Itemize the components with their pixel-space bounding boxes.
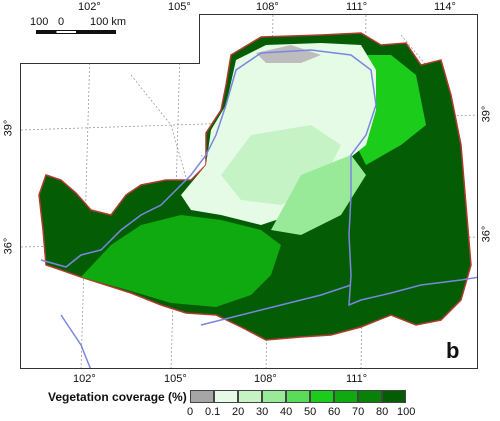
top-tick-108: 108°	[256, 1, 279, 13]
legend-tick-label: 100	[397, 406, 416, 418]
legend-swatch	[238, 390, 262, 403]
medium-coverage-zone	[81, 215, 281, 307]
panel-label: b	[446, 338, 460, 363]
right-tick-36: 36°	[480, 225, 493, 243]
top-tick-114: 114°	[434, 1, 456, 13]
transition-zone	[271, 155, 366, 235]
left-tick-39: 39°	[2, 119, 15, 137]
legend-tick-label: 30	[256, 406, 269, 418]
legend-tick-label: 60	[328, 406, 341, 418]
scale-mid-label: 0	[58, 16, 65, 28]
legend-swatch	[190, 390, 214, 403]
scale-right-label: 100 km	[90, 16, 127, 28]
legend-tick-label: 0.1	[205, 406, 221, 418]
sandy-area	[256, 45, 321, 63]
legend-tick-label: 40	[280, 406, 293, 418]
rivers	[40, 49, 477, 368]
top-tick-105: 105°	[168, 1, 191, 13]
legend-tick-label: 20	[232, 406, 245, 418]
legend-swatch	[334, 390, 358, 403]
legend-swatch	[262, 390, 286, 403]
scale-left-label: 100	[30, 16, 49, 28]
top-tick-111: 111°	[346, 1, 368, 13]
bottom-tick-108: 108°	[254, 373, 277, 385]
right-tick-39: 39°	[480, 105, 493, 123]
bottom-tick-102: 102°	[73, 373, 96, 385]
legend-swatch	[310, 390, 334, 403]
left-tick-36: 36°	[2, 237, 15, 255]
bottom-tick-105: 105°	[164, 373, 187, 385]
legend-swatch	[358, 390, 382, 403]
top-tick-102: 102°	[78, 1, 101, 13]
scale-bar	[36, 30, 116, 34]
legend-tick-label: 50	[304, 406, 317, 418]
vegetation-map	[21, 15, 477, 368]
legend-tick-label: 0	[187, 406, 194, 418]
bottom-tick-111: 111°	[346, 373, 368, 385]
legend-swatch	[286, 390, 310, 403]
legend-tick-label: 70	[352, 406, 365, 418]
map-frame	[20, 14, 478, 369]
legend-tick-label: 80	[376, 406, 389, 418]
legend-swatch	[214, 390, 238, 403]
scale-bar-box: 100 0 100 km	[20, 14, 200, 64]
legend-swatch	[382, 390, 406, 403]
legend-title: Vegetation coverage (%) :	[48, 390, 195, 404]
